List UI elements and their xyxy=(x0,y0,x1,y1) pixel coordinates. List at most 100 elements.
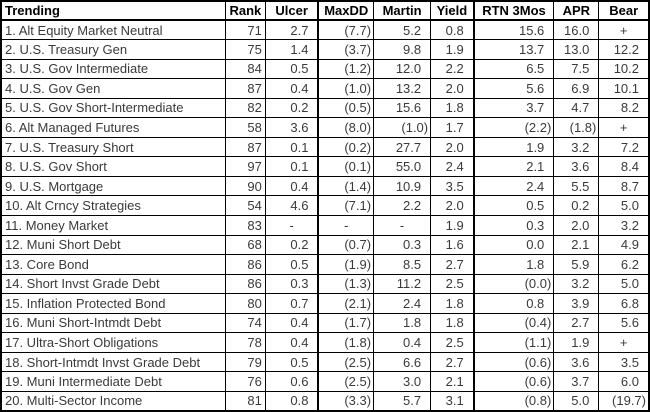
value-cell[interactable]: 0.1 xyxy=(264,156,319,177)
value-cell[interactable]: 2.5 xyxy=(430,332,475,353)
value-cell[interactable]: 2.0 xyxy=(553,214,600,236)
value-cell[interactable]: 5.7 xyxy=(373,390,432,412)
value-cell[interactable]: (2.5) xyxy=(317,351,375,373)
value-cell[interactable]: 2.4 xyxy=(472,175,555,197)
value-cell[interactable]: (1.9) xyxy=(317,254,375,275)
value-cell[interactable]: 0.3 xyxy=(472,214,555,236)
value-cell[interactable]: (0.1) xyxy=(317,156,375,177)
value-cell[interactable]: 1.4 xyxy=(264,39,319,60)
value-cell[interactable]: 3.6 xyxy=(264,117,319,138)
value-cell[interactable]: 1.9 xyxy=(430,214,475,236)
value-cell[interactable]: 6.8 xyxy=(598,293,650,314)
value-cell[interactable]: 5.0 xyxy=(553,390,600,412)
value-cell[interactable]: 0.4 xyxy=(264,78,319,99)
value-cell[interactable]: 1.8 xyxy=(430,293,475,314)
value-cell[interactable]: 74 xyxy=(224,312,266,334)
category-name-cell[interactable]: 12. Muni Short Debt xyxy=(0,234,226,256)
value-cell[interactable]: 5.6 xyxy=(472,78,555,99)
value-cell[interactable]: 10.2 xyxy=(598,58,650,80)
value-cell[interactable]: 3.1 xyxy=(430,390,475,412)
value-cell[interactable]: 1.8 xyxy=(373,312,432,334)
value-cell[interactable]: 1.8 xyxy=(430,97,475,119)
value-cell[interactable]: (1.8) xyxy=(317,332,375,353)
category-name-cell[interactable]: 8. U.S. Gov Short xyxy=(0,156,226,177)
value-cell[interactable]: 55.0 xyxy=(373,156,432,177)
value-cell[interactable]: 86 xyxy=(224,273,266,295)
value-cell[interactable]: 2.1 xyxy=(430,371,475,392)
value-cell[interactable]: 7.5 xyxy=(553,58,600,80)
value-cell[interactable]: 2.5 xyxy=(430,273,475,295)
value-cell[interactable]: 54 xyxy=(224,195,266,216)
value-cell[interactable]: 2.2 xyxy=(430,58,475,80)
value-cell[interactable]: 84 xyxy=(224,58,266,80)
value-cell[interactable]: 78 xyxy=(224,332,266,353)
value-cell[interactable]: 3.7 xyxy=(553,371,600,392)
value-cell[interactable]: 3.5 xyxy=(598,351,650,373)
value-cell[interactable]: 4.7 xyxy=(553,97,600,119)
value-cell[interactable]: 3.9 xyxy=(553,293,600,314)
value-cell[interactable]: 8.5 xyxy=(373,254,432,275)
value-cell[interactable]: (7.1) xyxy=(317,195,375,216)
value-cell[interactable]: (1.8) xyxy=(553,117,600,138)
value-cell[interactable]: 10.1 xyxy=(598,78,650,99)
value-cell[interactable]: 27.7 xyxy=(373,136,432,158)
value-cell[interactable]: 0.5 xyxy=(264,58,319,80)
value-cell[interactable]: 2.2 xyxy=(373,195,432,216)
value-cell[interactable]: 0.2 xyxy=(264,234,319,256)
value-cell[interactable]: 1.6 xyxy=(430,234,475,256)
value-cell[interactable]: 2.0 xyxy=(430,136,475,158)
value-cell[interactable]: 0.5 xyxy=(264,254,319,275)
column-header-ulcer[interactable]: Ulcer xyxy=(264,0,319,21)
value-cell[interactable]: 2.1 xyxy=(472,156,555,177)
column-header-rtn-3mos[interactable]: RTN 3Mos xyxy=(472,0,555,21)
value-cell[interactable]: 3.2 xyxy=(553,273,600,295)
value-cell[interactable]: 87 xyxy=(224,136,266,158)
category-name-cell[interactable]: 19. Muni Intermediate Debt xyxy=(0,371,226,392)
value-cell[interactable]: (1.0) xyxy=(317,78,375,99)
value-cell[interactable]: 2.7 xyxy=(553,312,600,334)
value-cell[interactable]: 6.2 xyxy=(598,254,650,275)
value-cell[interactable]: 5.0 xyxy=(598,273,650,295)
value-cell[interactable]: 16.0 xyxy=(553,19,600,41)
value-cell[interactable]: + xyxy=(598,117,650,138)
value-cell[interactable]: 3.0 xyxy=(373,371,432,392)
value-cell[interactable]: 3.7 xyxy=(472,97,555,119)
category-name-cell[interactable]: 9. U.S. Mortgage xyxy=(0,175,226,197)
value-cell[interactable]: 5.5 xyxy=(553,175,600,197)
value-cell[interactable]: 4.9 xyxy=(598,234,650,256)
value-cell[interactable]: + xyxy=(598,332,650,353)
value-cell[interactable]: 58 xyxy=(224,117,266,138)
column-header-apr[interactable]: APR xyxy=(553,0,600,21)
value-cell[interactable]: 3.6 xyxy=(553,351,600,373)
value-cell[interactable]: 2.4 xyxy=(373,293,432,314)
value-cell[interactable]: (0.4) xyxy=(472,312,555,334)
value-cell[interactable]: 0.4 xyxy=(373,332,432,353)
value-cell[interactable]: (0.6) xyxy=(472,371,555,392)
value-cell[interactable]: 13.7 xyxy=(472,39,555,60)
category-name-cell[interactable]: 17. Ultra-Short Obligations xyxy=(0,332,226,353)
value-cell[interactable]: 6.5 xyxy=(472,58,555,80)
value-cell[interactable]: 80 xyxy=(224,293,266,314)
value-cell[interactable]: 3.5 xyxy=(430,175,475,197)
category-name-cell[interactable]: 1. Alt Equity Market Neutral xyxy=(0,19,226,41)
value-cell[interactable]: (0.0) xyxy=(472,273,555,295)
value-cell[interactable]: (8.0) xyxy=(317,117,375,138)
value-cell[interactable]: 0.2 xyxy=(264,97,319,119)
value-cell[interactable]: 82 xyxy=(224,97,266,119)
column-header-martin[interactable]: Martin xyxy=(373,0,432,21)
value-cell[interactable]: (1.0) xyxy=(373,117,432,138)
value-cell[interactable]: 79 xyxy=(224,351,266,373)
category-name-cell[interactable]: 10. Alt Crncy Strategies xyxy=(0,195,226,216)
value-cell[interactable]: 12.2 xyxy=(598,39,650,60)
value-cell[interactable]: 0.2 xyxy=(553,195,600,216)
value-cell[interactable]: (3.7) xyxy=(317,39,375,60)
category-name-cell[interactable]: 4. U.S. Gov Gen xyxy=(0,78,226,99)
category-name-cell[interactable]: 18. Short-Intmdt Invst Grade Debt xyxy=(0,351,226,373)
column-header-bear[interactable]: Bear xyxy=(598,0,650,21)
category-name-cell[interactable]: 6. Alt Managed Futures xyxy=(0,117,226,138)
value-cell[interactable]: 3.2 xyxy=(598,214,650,236)
column-header-rank[interactable]: Rank xyxy=(224,0,266,21)
value-cell[interactable]: 0.8 xyxy=(264,390,319,412)
value-cell[interactable]: (2.1) xyxy=(317,293,375,314)
value-cell[interactable]: 2.7 xyxy=(264,19,319,41)
